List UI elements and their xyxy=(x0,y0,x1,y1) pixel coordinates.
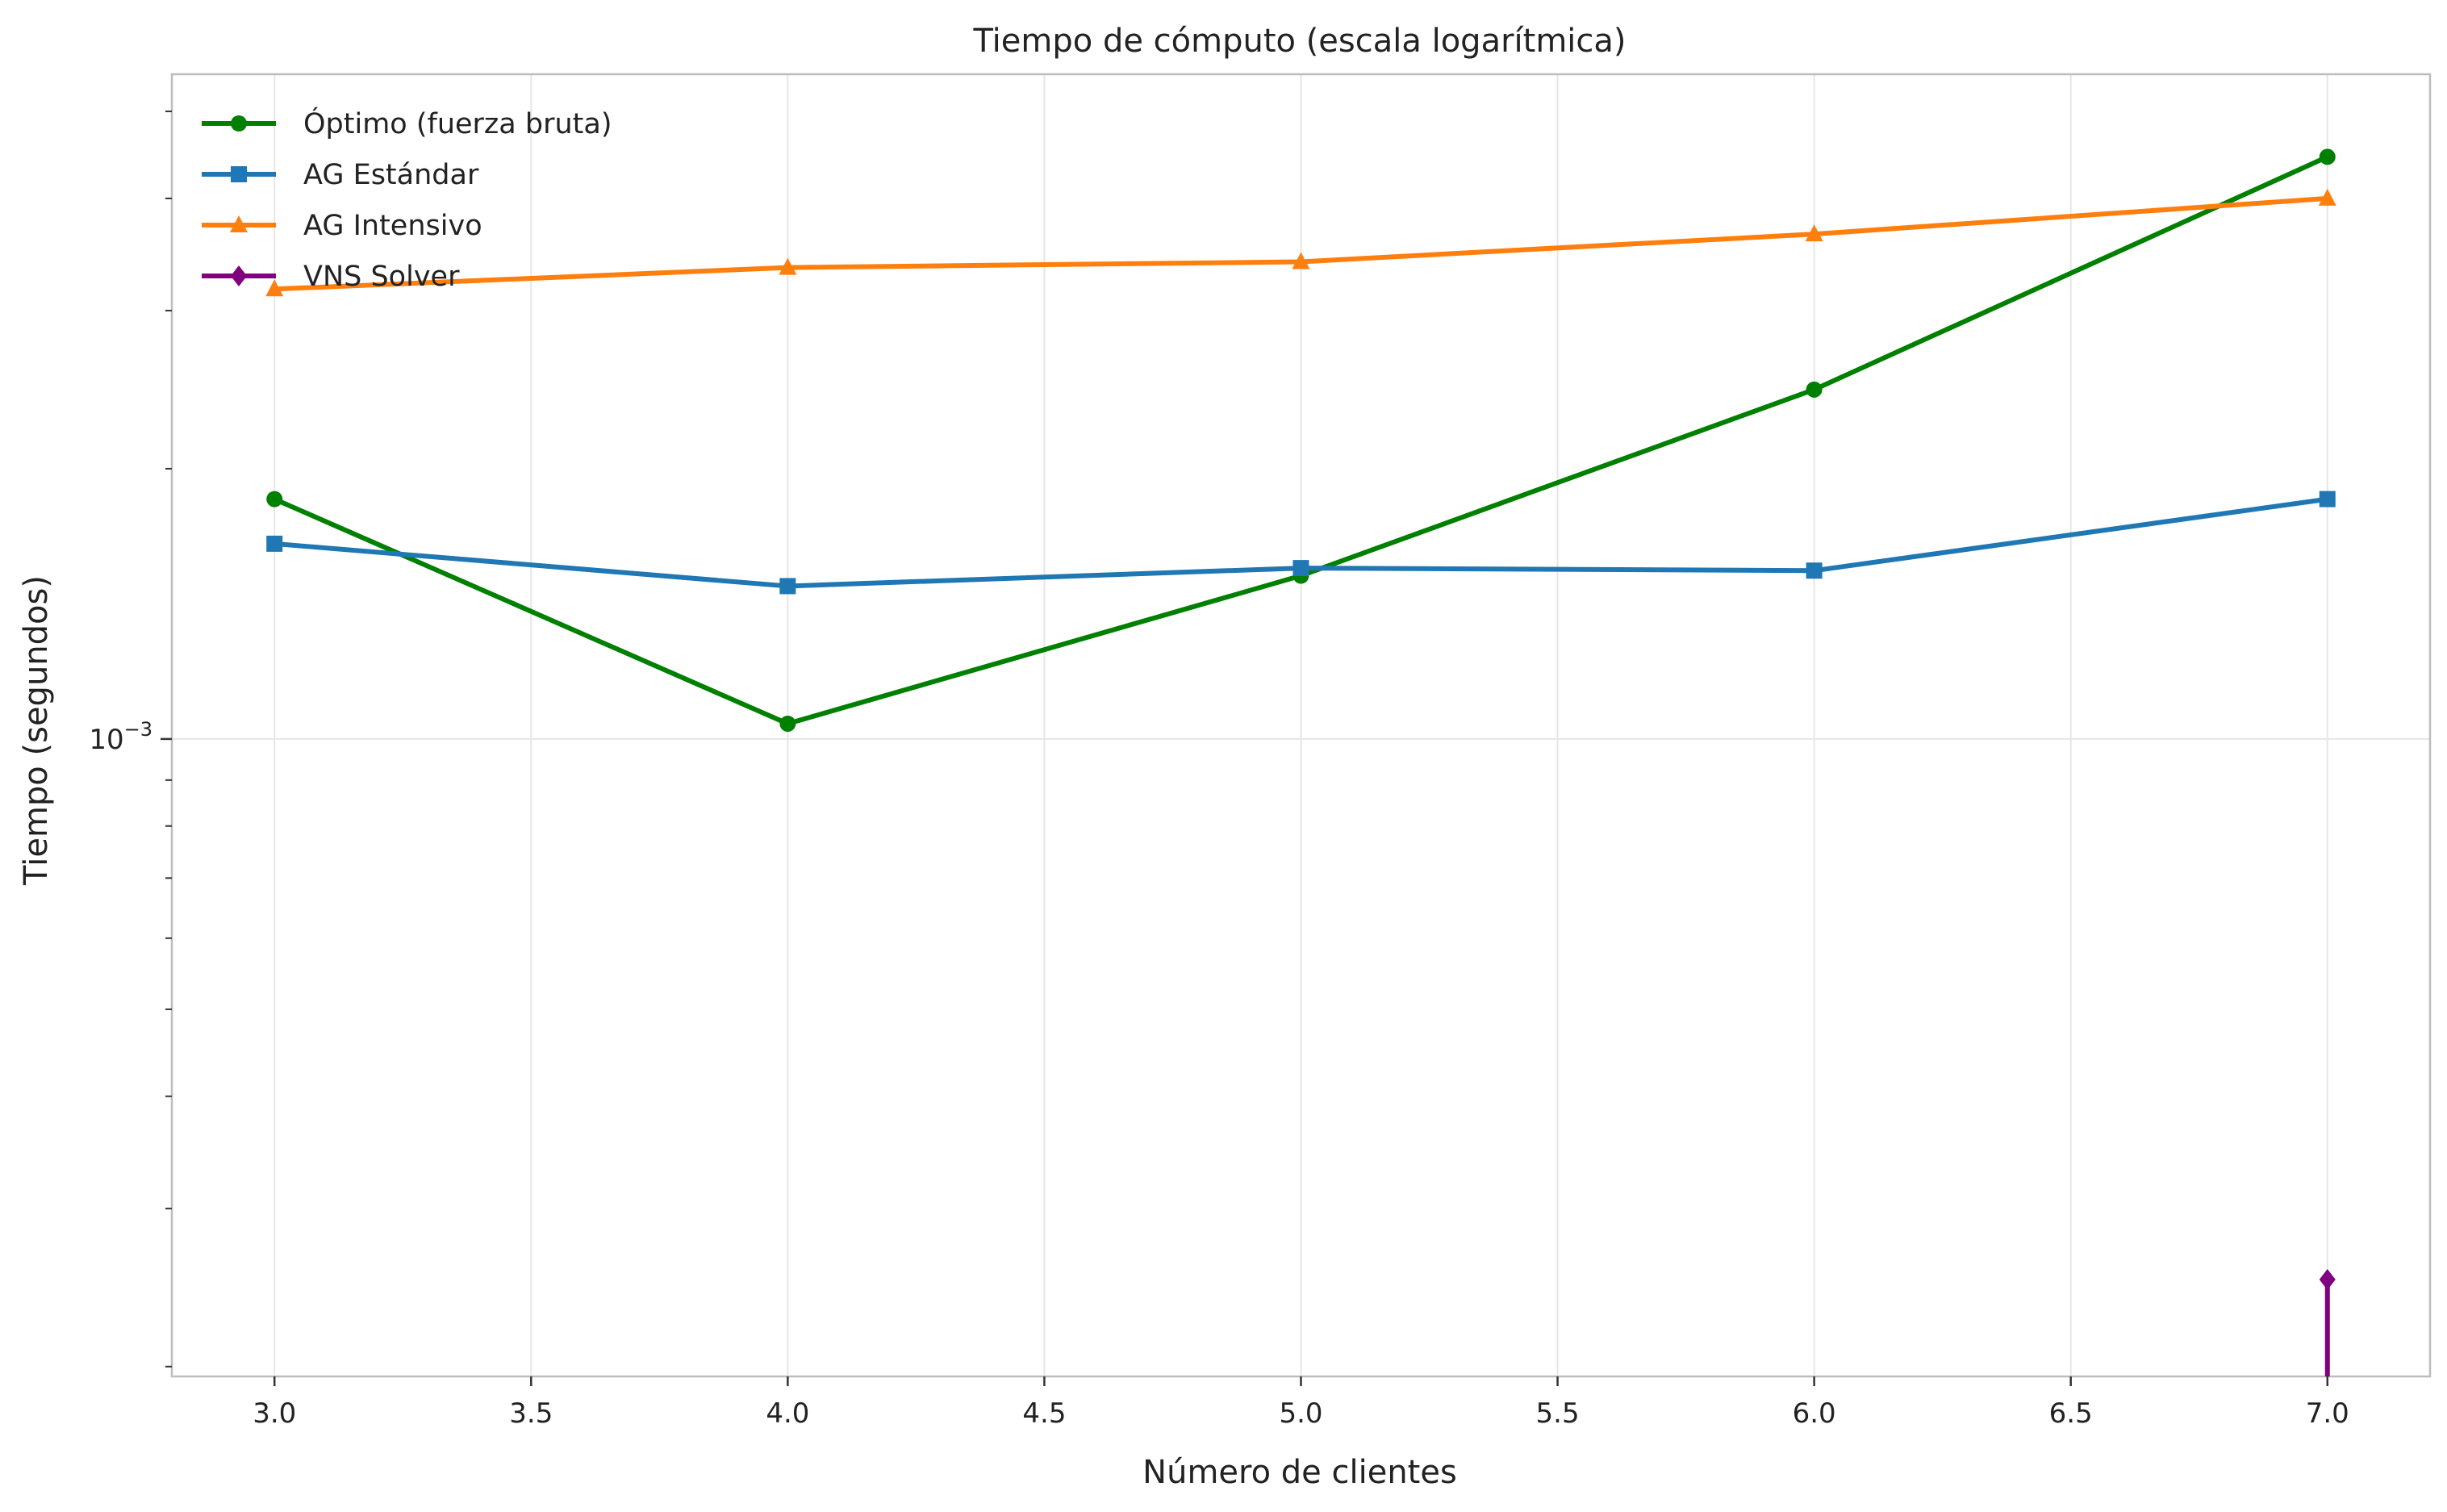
legend-label: AG Estándar xyxy=(303,159,479,191)
legend-marker xyxy=(230,215,248,232)
data-point xyxy=(1292,252,1310,269)
legend-label: Óptimo (fuerza bruta) xyxy=(303,107,612,140)
legend-label: VNS Solver xyxy=(303,261,460,293)
series-layer xyxy=(265,148,2336,1376)
x-tick-label: 4.0 xyxy=(766,1397,809,1430)
legend-entry: AG Intensivo xyxy=(202,210,482,242)
data-point xyxy=(266,535,283,552)
data-point xyxy=(779,257,797,275)
data-point xyxy=(2319,148,2336,165)
legend-marker xyxy=(231,265,247,286)
data-point xyxy=(2319,1268,2336,1290)
series-4 xyxy=(2319,1268,2336,1376)
x-tick-label: 5.0 xyxy=(1279,1397,1322,1430)
legend-entry: VNS Solver xyxy=(202,261,460,293)
x-axis-ticks: 3.0 3.5 4.0 4.5 5.0 5.5 6.0 6.5 7.0 xyxy=(253,1376,2349,1430)
data-point xyxy=(265,279,284,297)
legend-marker xyxy=(231,115,247,132)
x-tick-label: 3.5 xyxy=(509,1397,553,1430)
legend-entry: Óptimo (fuerza bruta) xyxy=(202,107,612,140)
chart-title: Tiempo de cómputo (escala logarítmica) xyxy=(972,23,1626,60)
y-axis-ticks: 10−3 xyxy=(89,111,172,1368)
legend-entry: AG Estándar xyxy=(202,159,479,191)
x-tick-label: 7.0 xyxy=(2306,1397,2349,1430)
x-tick-label: 4.5 xyxy=(1022,1397,1066,1430)
legend: Óptimo (fuerza bruta) AG Estándar AG Inten… xyxy=(202,107,612,293)
x-tick-label: 3.0 xyxy=(253,1397,296,1430)
data-point xyxy=(2319,491,2336,507)
data-point xyxy=(779,578,796,595)
data-point xyxy=(1805,224,1823,242)
series-2 xyxy=(266,491,2336,595)
y-tick-label: 10−3 xyxy=(89,718,152,756)
series-3 xyxy=(265,188,2336,297)
data-point xyxy=(266,491,283,507)
x-axis-label: Número de clientes xyxy=(1142,1454,1457,1491)
data-point xyxy=(1806,381,1823,398)
data-point xyxy=(2318,188,2336,206)
data-point xyxy=(779,715,796,732)
x-tick-label: 6.5 xyxy=(2049,1397,2093,1430)
x-tick-label: 5.5 xyxy=(1536,1397,1580,1430)
legend-label: AG Intensivo xyxy=(303,210,482,242)
y-axis-label: Tiempo (segundos) xyxy=(18,575,55,886)
data-point xyxy=(1292,560,1309,577)
data-point xyxy=(1806,562,1823,579)
legend-marker xyxy=(231,166,247,182)
x-tick-label: 6.0 xyxy=(1793,1397,1836,1430)
